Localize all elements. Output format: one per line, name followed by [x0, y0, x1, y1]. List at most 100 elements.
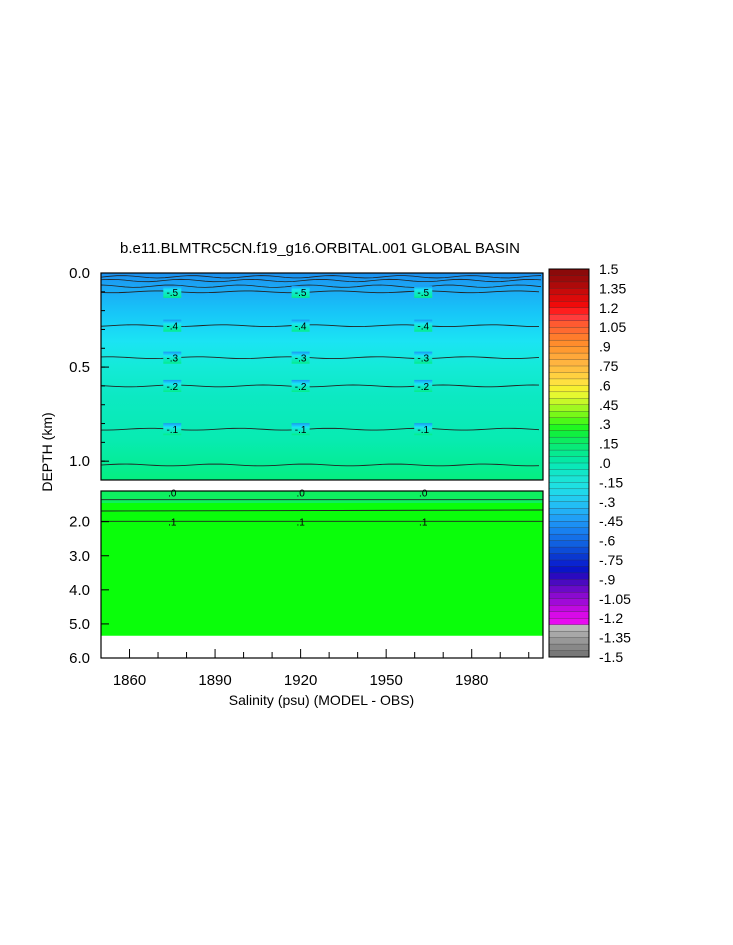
- contour-label: .0: [419, 489, 428, 500]
- colorbar-swatch: [548, 346, 590, 354]
- contour-label: -.2: [295, 382, 307, 393]
- colorbar-swatch: [548, 495, 590, 503]
- colorbar-swatch: [548, 598, 590, 606]
- contour-label: .1: [168, 517, 177, 528]
- colorbar: 1.5 1.35 1.2 1.05 .9 .75 .6 .45 .3 .15 .0 -.15 -.3 -.…: [548, 261, 631, 665]
- colorbar-swatch: [548, 643, 590, 651]
- colorbar-swatch: [548, 533, 590, 542]
- colorbar-swatch: [548, 508, 590, 516]
- contour-label: .0: [296, 489, 305, 500]
- contour-label: -.2: [166, 382, 178, 393]
- colorbar-label: -1.2: [599, 610, 623, 626]
- contour-line: [100, 509, 544, 512]
- contour-label: -.2: [417, 382, 429, 393]
- contour-label: .1: [296, 517, 305, 528]
- colorbar-swatch: [548, 605, 590, 613]
- contour-label-bg: [291, 423, 310, 436]
- colorbar-swatch: [548, 637, 590, 645]
- colorbar-swatch: [548, 339, 590, 348]
- colorbar-swatch: [548, 365, 590, 373]
- colorbar-swatch: [548, 469, 590, 477]
- colorbar-swatch: [548, 572, 590, 580]
- contour-label-bg: [163, 379, 182, 392]
- colorbar-swatch: [548, 385, 590, 393]
- colorbar-swatch: [548, 327, 590, 335]
- contour-label-bg: [414, 379, 433, 392]
- colorbar-swatch: [548, 559, 590, 567]
- contour-label-bg: [163, 423, 182, 436]
- colorbar-swatch: [548, 391, 590, 399]
- colorbar-swatch: [548, 352, 590, 360]
- lower-panel-fill: [101, 503, 543, 636]
- y-tick-label: 1.0: [69, 453, 90, 470]
- contour-label: -.3: [417, 354, 429, 365]
- y-tick-label: 5.0: [69, 616, 90, 633]
- colorbar-label: -.45: [599, 513, 623, 529]
- colorbar-label: .3: [599, 416, 611, 432]
- colorbar-swatch: [548, 488, 590, 496]
- contour-label-bg: [291, 379, 310, 392]
- x-tick-label: 1980: [455, 672, 488, 689]
- lower-panel-frame: [100, 490, 544, 659]
- colorbar-swatch: [548, 482, 590, 490]
- colorbar-label: .0: [599, 455, 611, 471]
- contour-label: -.3: [166, 354, 178, 365]
- colorbar-label: -1.05: [599, 591, 631, 607]
- x-tick-label: 1890: [198, 672, 231, 689]
- colorbar-label: -.9: [599, 571, 616, 587]
- contour-label: .1: [419, 517, 428, 528]
- contour-label-bg: [163, 285, 182, 298]
- colorbar-swatch: [548, 521, 590, 529]
- y-tick-label: 4.0: [69, 582, 90, 599]
- colorbar-swatch: [548, 436, 590, 445]
- colorbar-swatch: [548, 501, 590, 509]
- contour-label-bg: [414, 423, 433, 436]
- colorbar-label: .15: [599, 436, 619, 452]
- colorbar-swatch: [548, 650, 590, 658]
- upper-panel-frame: [100, 272, 544, 481]
- contour-label: -.1: [295, 425, 307, 436]
- contour-label: -.1: [166, 425, 178, 436]
- surface-contour-line: [100, 284, 542, 288]
- colorbar-swatch: [548, 540, 590, 548]
- colorbar-label: .75: [599, 358, 619, 374]
- contour-label: .0: [168, 489, 177, 500]
- colorbar-label: .9: [599, 339, 611, 355]
- colorbar-label: -1.35: [599, 630, 631, 646]
- x-tick-label: 1920: [284, 672, 317, 689]
- colorbar-swatch: [548, 553, 590, 561]
- colorbar-swatch: [548, 398, 590, 406]
- lower-panel: .0 .0 .0 .1 .1 .1: [100, 489, 544, 659]
- colorbar-swatch: [548, 294, 590, 302]
- y-tick-label: 0.0: [69, 265, 90, 282]
- colorbar-label: .6: [599, 377, 611, 393]
- colorbar-swatch: [548, 320, 590, 328]
- colorbar-swatch: [548, 514, 590, 522]
- chart-title: b.e11.BLMTRC5CN.f19_g16.ORBITAL.001 GLOB…: [120, 240, 520, 257]
- colorbar-swatch: [548, 462, 590, 470]
- colorbar-swatch: [548, 404, 590, 412]
- colorbar-swatch: [548, 566, 590, 574]
- colorbar-swatch: [548, 307, 590, 315]
- contour-label: -.5: [417, 288, 429, 299]
- x-axis-label: Salinity (psu) (MODEL - OBS): [228, 692, 415, 708]
- colorbar-label: 1.05: [599, 319, 626, 335]
- colorbar-swatch: [548, 268, 590, 276]
- contour-label: -.4: [166, 322, 178, 333]
- y-tick-label: 3.0: [69, 548, 90, 565]
- colorbar-swatch: [548, 592, 590, 600]
- upper-panel: -.5 -.5 -.5 -.4 -.4 -.4 -.3 -.3 -.3 -.2 -.2 -.2 -.1 -…: [100, 272, 544, 481]
- contour-label-bg: [163, 351, 182, 364]
- colorbar-swatch: [548, 417, 590, 425]
- colorbar-label: -.15: [599, 474, 623, 490]
- colorbar-swatch: [548, 527, 590, 535]
- y-tick-label: 0.5: [69, 359, 90, 376]
- colorbar-swatch: [548, 275, 590, 283]
- colorbar-frame: [548, 268, 590, 658]
- contour-label: -.4: [295, 322, 307, 333]
- colorbar-label: -1.5: [599, 649, 623, 665]
- colorbar-swatch: [548, 301, 590, 309]
- colorbar-swatch: [548, 630, 590, 639]
- upper-panel-fill: [101, 273, 543, 480]
